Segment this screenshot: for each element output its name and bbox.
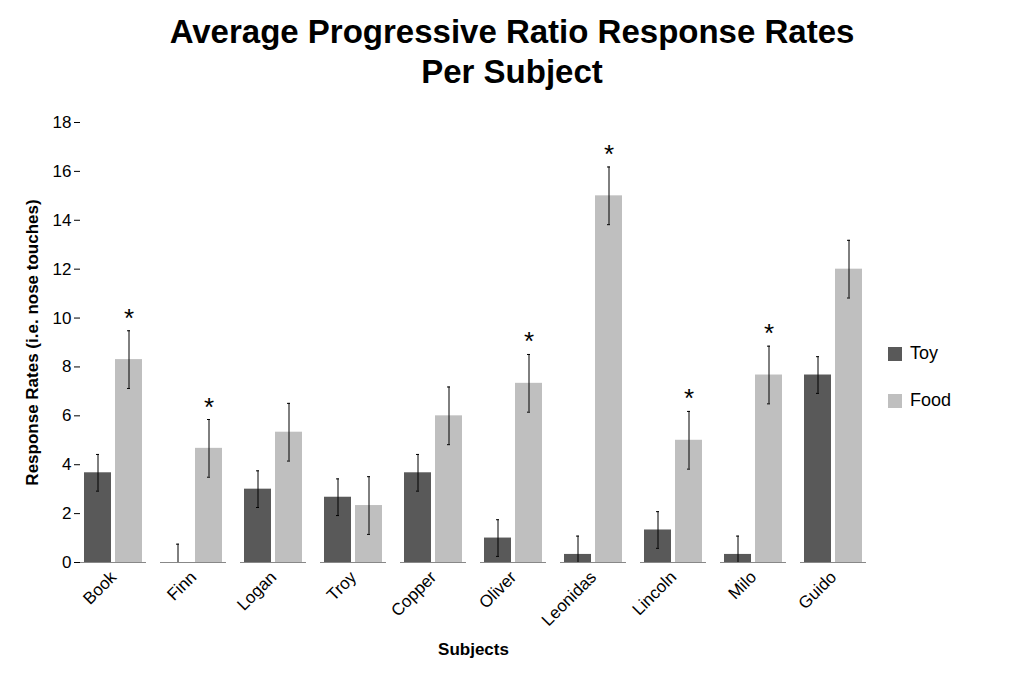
svg-text:*: * <box>764 318 774 348</box>
svg-text:Response Rates (i.e. nose touc: Response Rates (i.e. nose touches) <box>23 199 42 485</box>
svg-text:10: 10 <box>53 308 72 327</box>
svg-text:8: 8 <box>62 357 71 376</box>
svg-text:Finn: Finn <box>163 568 200 605</box>
svg-text:Leonidas: Leonidas <box>538 568 600 630</box>
svg-text:Lincoln: Lincoln <box>629 568 681 620</box>
svg-text:16: 16 <box>53 162 72 181</box>
svg-text:4: 4 <box>62 455 71 474</box>
svg-text:18: 18 <box>53 113 72 132</box>
svg-text:12: 12 <box>53 260 72 279</box>
svg-text:Book: Book <box>79 567 120 608</box>
svg-text:*: * <box>124 303 134 333</box>
svg-text:*: * <box>684 383 694 413</box>
svg-text:14: 14 <box>53 211 72 230</box>
svg-text:Troy: Troy <box>323 567 360 604</box>
svg-text:*: * <box>524 326 534 356</box>
svg-text:Copper: Copper <box>387 567 440 620</box>
svg-text:*: * <box>604 139 614 169</box>
svg-text:0: 0 <box>62 553 71 572</box>
svg-text:*: * <box>204 392 214 422</box>
html-text:Average Progressive Ratio Resp: Average Progressive Ratio Response Rates… <box>169 13 855 90</box>
svg-text:2: 2 <box>62 504 71 523</box>
svg-text:6: 6 <box>62 406 71 425</box>
svg-text:Oliver: Oliver <box>475 567 520 612</box>
svg-text:Milo: Milo <box>725 568 760 603</box>
svg-text:Guido: Guido <box>795 568 841 614</box>
html-text:Toy: Toy <box>910 343 938 363</box>
svg-text:Subjects: Subjects <box>438 640 509 659</box>
svg-text:Logan: Logan <box>233 568 280 615</box>
html-text:Food: Food <box>910 390 951 410</box>
